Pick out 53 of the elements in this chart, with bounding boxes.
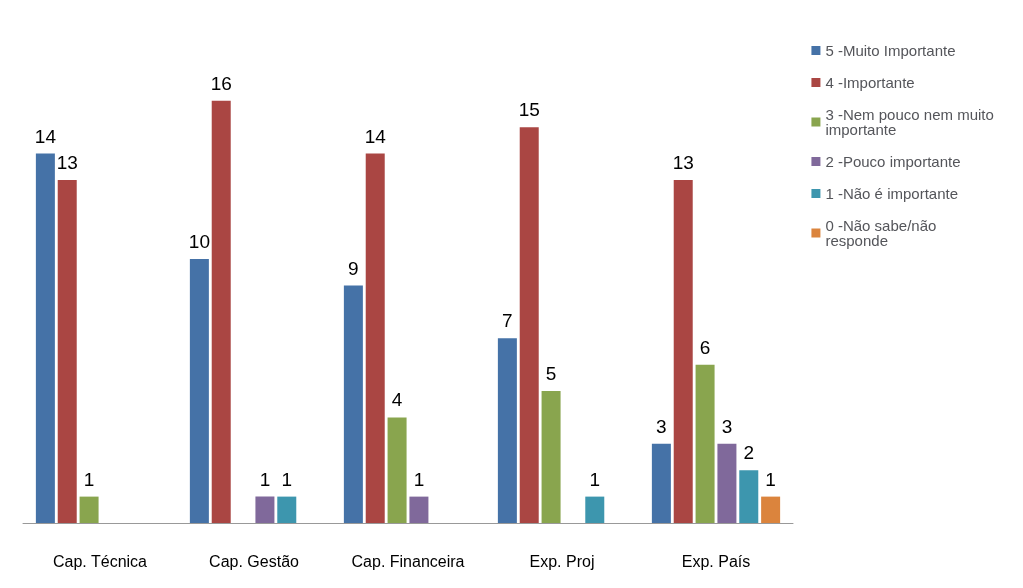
bar [255,496,275,523]
data-label: 2 [743,442,755,464]
data-label: 14 [34,125,57,147]
bar [739,470,759,523]
data-label: 1 [589,468,601,490]
data-label: 5 [545,363,557,385]
bar [57,179,77,523]
data-label: 13 [56,151,78,173]
bar [79,496,99,523]
data-label: 14 [364,125,387,147]
bar [585,496,605,523]
data-label: 4 [391,389,403,411]
data-label: 1 [413,468,425,490]
bar [497,338,517,523]
legend-label: 5 -Muito Importante [825,42,956,59]
data-label: 9 [348,257,359,279]
bar [409,496,429,523]
legend-label: 2 -Pouco importante [825,153,961,170]
bar [651,443,671,523]
legend-label: 1 -Não é importante [825,185,958,202]
bar [519,127,539,523]
bar [365,153,385,523]
bar [673,179,693,523]
bar [189,259,209,523]
legend-label: 0 -Não sabe/não responde [825,217,941,249]
data-label: 3 [656,415,667,437]
x-tick-label: Cap. Financeira [351,552,465,570]
bar [277,496,297,523]
data-label: 1 [83,468,95,490]
x-tick-label: Cap. Gestão [209,552,300,570]
x-tick-label: Exp. País [681,552,751,570]
bar [35,153,55,523]
bar [211,100,231,523]
data-label: 1 [259,468,271,490]
x-tick-label: Cap. Técnica [53,552,148,570]
data-label: 1 [765,468,776,490]
bar [717,443,737,523]
legend-label: 4 -Importante [825,74,915,91]
data-label: 7 [502,310,513,332]
bar [695,364,715,523]
data-label: 10 [188,231,210,253]
bar [541,391,561,523]
legend-label: 3 -Nem pouco nem muito importante [825,106,998,138]
data-label: 1 [281,468,293,490]
data-label: 16 [210,72,232,94]
data-label: 3 [721,415,733,437]
bar [761,496,781,523]
bar [343,285,363,523]
data-label: 13 [672,151,694,173]
data-label: 6 [699,336,711,358]
data-label: 15 [518,99,540,121]
x-tick-label: Exp. Proj [529,552,595,570]
bar [387,417,407,523]
